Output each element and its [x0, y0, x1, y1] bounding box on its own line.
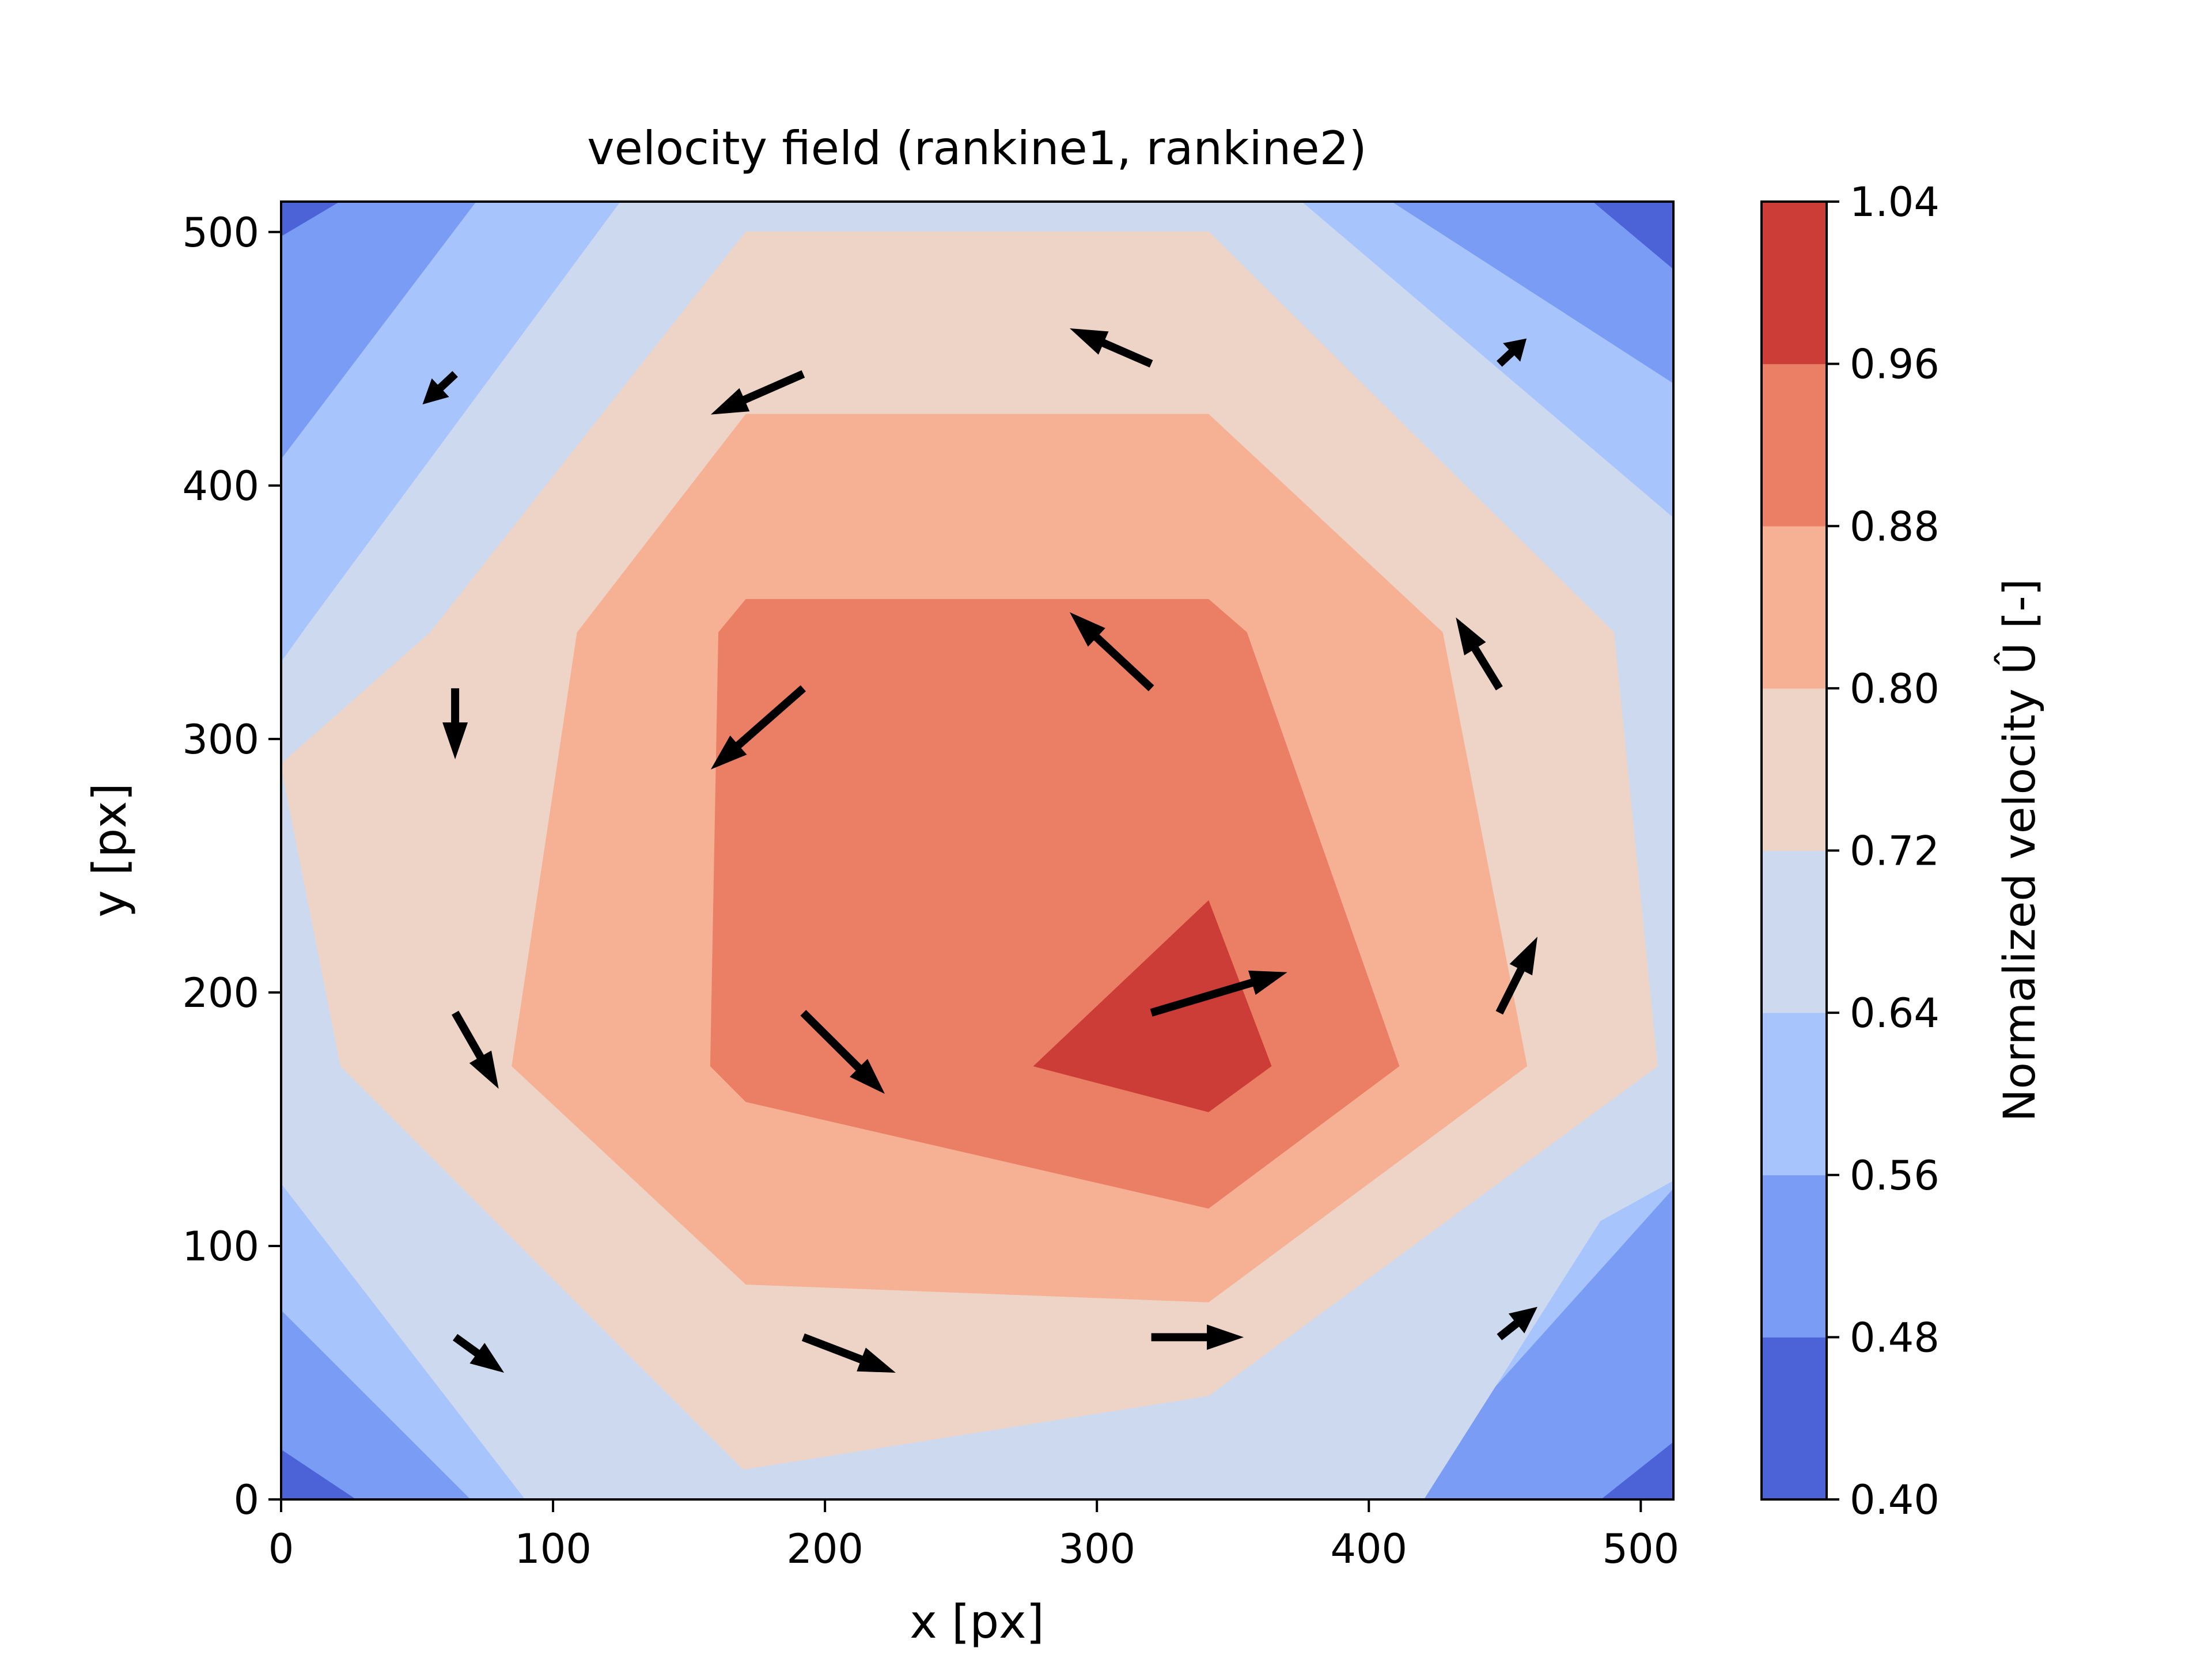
colorbar-band-6 [1762, 363, 1827, 527]
velocity-arrow-8 [452, 1010, 499, 1089]
x-axis: 0 100 200 300 400 500 [268, 1499, 1679, 1573]
y-tick-label: 200 [182, 969, 259, 1017]
velocity-arrow-9 [800, 1010, 885, 1094]
velocity-arrow-15 [1497, 1306, 1537, 1340]
velocity-arrows [422, 328, 1537, 1373]
velocity-arrow-10 [1150, 970, 1287, 1017]
colorbar-tick-label: 0.48 [1850, 1314, 1940, 1361]
velocity-arrow-12 [453, 1334, 505, 1373]
y-axis: 0 100 200 300 400 500 [182, 209, 281, 1524]
x-axis-label: x [px] [910, 1595, 1044, 1649]
colorbar-tick-label: 0.72 [1850, 828, 1940, 875]
colorbar-band-7 [1762, 202, 1827, 365]
colorbar-tick-label: 0.40 [1850, 1476, 1940, 1524]
plot-frame [280, 200, 1675, 1501]
x-tick-label: 0 [268, 1525, 294, 1573]
plot-area [280, 200, 1675, 1501]
x-tick-label: 100 [514, 1525, 592, 1573]
x-tick-label: 500 [1603, 1525, 1680, 1573]
colorbar-band-5 [1762, 526, 1827, 689]
colorbar-band-0 [1762, 1337, 1827, 1500]
colorbar-tick-label: 0.80 [1850, 665, 1940, 713]
y-tick-label: 100 [182, 1223, 259, 1270]
colorbar-tick-label: 0.88 [1850, 503, 1940, 550]
colorbar-tick-label: 0.96 [1850, 341, 1940, 388]
colorbar-band-1 [1762, 1175, 1827, 1338]
velocity-arrow-11 [1495, 937, 1537, 1015]
velocity-arrow-2 [1070, 328, 1153, 368]
colorbar-band-4 [1762, 688, 1827, 851]
y-tick-label: 0 [233, 1476, 259, 1524]
velocity-arrow-1 [710, 370, 805, 415]
colorbar-band-3 [1762, 850, 1827, 1013]
colorbar-tick-label: 1.04 [1850, 179, 1940, 226]
velocity-arrow-5 [710, 685, 806, 770]
colorbar: 0.40 0.48 0.56 0.64 0.72 0.80 0.88 0.96 1.04 Nor… [1760, 179, 2045, 1524]
colorbar-ticks: 0.40 0.48 0.56 0.64 0.72 0.80 0.88 0.96 1.04 [1827, 179, 1940, 1524]
velocity-arrow-13 [801, 1333, 896, 1373]
colorbar-label: Normalized velocity Û [-] [1993, 579, 2045, 1122]
chart-title: velocity field (rankine1, rankine2) [587, 122, 1366, 175]
y-tick-label: 300 [182, 716, 259, 763]
colorbar-tick-label: 0.56 [1850, 1152, 1940, 1199]
colorbar-bands [1762, 202, 1827, 1500]
y-tick-label: 500 [182, 209, 259, 256]
y-tick-label: 400 [182, 463, 259, 510]
colorbar-tick-label: 0.64 [1850, 990, 1940, 1037]
velocity-arrow-4 [442, 688, 468, 760]
x-tick-label: 400 [1330, 1525, 1407, 1573]
velocity-arrow-0 [422, 371, 458, 404]
contour-regions [281, 202, 1673, 1499]
velocity-arrow-14 [1151, 1324, 1244, 1350]
velocity-arrow-7 [1456, 617, 1503, 691]
velocity-arrow-6 [1070, 612, 1154, 691]
colorbar-band-2 [1762, 1013, 1827, 1176]
x-tick-label: 200 [786, 1525, 863, 1573]
y-axis-label: y [px] [83, 783, 137, 917]
velocity-arrow-3 [1497, 338, 1527, 367]
contour-region-7 [1033, 900, 1272, 1112]
x-tick-label: 300 [1058, 1525, 1135, 1573]
